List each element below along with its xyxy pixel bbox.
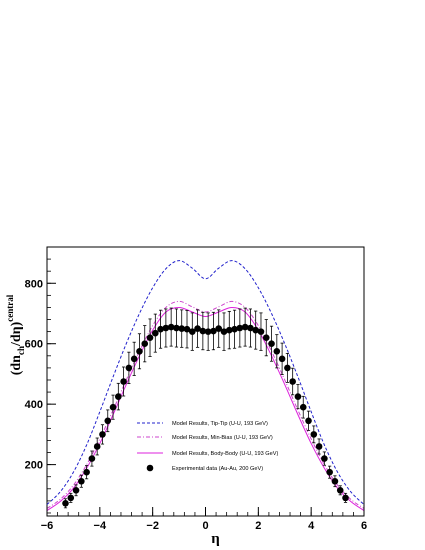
data-point [326, 468, 333, 476]
series-layer [46, 260, 365, 511]
data-point [210, 327, 217, 335]
data-point [194, 325, 201, 332]
data-point [268, 340, 275, 348]
x-tick-label: 0 [202, 520, 208, 532]
data-point [241, 323, 249, 331]
x-tick-label: 6 [361, 520, 367, 532]
x-tick-label: −6 [41, 520, 54, 532]
data-point [188, 328, 196, 335]
data-point [157, 325, 164, 333]
x-tick-label: −2 [146, 520, 159, 532]
data-point [78, 477, 85, 485]
series-line [46, 260, 365, 505]
data-point [199, 327, 207, 335]
data-point [220, 328, 228, 335]
data-point [336, 487, 344, 494]
data-point [247, 324, 254, 332]
data-point [136, 347, 143, 355]
data-point [125, 364, 133, 372]
data-point [278, 355, 286, 363]
data-point [62, 500, 69, 507]
data-point [273, 347, 281, 355]
data-point [104, 417, 112, 425]
data-point [294, 393, 302, 400]
data-point [173, 324, 180, 332]
data-point [284, 364, 291, 372]
y-tick-label: 600 [25, 339, 43, 351]
data-point [109, 403, 117, 411]
data-point [305, 417, 312, 425]
data-point [130, 355, 138, 363]
data-point [204, 328, 212, 335]
data-point [299, 403, 307, 411]
data-point [183, 325, 191, 333]
legend-label: Model Results, Min-Bias (U-U, 193 GeV) [172, 435, 273, 441]
y-tick-label: 400 [25, 399, 43, 411]
data-point [115, 393, 122, 400]
data-point [289, 378, 296, 385]
data-point [257, 328, 265, 335]
data-point [167, 323, 175, 331]
series-line [46, 306, 365, 511]
axes-layer: −6 −4 −2 0 2 4 6 200 400 600 800 [25, 246, 367, 532]
x-tick-label: 4 [308, 520, 315, 532]
legend-label: Experimental data (Au-Au, 200 GeV) [172, 466, 263, 472]
data-point [99, 431, 106, 438]
data-point [152, 329, 159, 337]
x-tick-label: 2 [255, 520, 261, 532]
y-tick-label: 200 [25, 460, 43, 472]
data-point [72, 487, 80, 494]
legend-label: Model Results, Body-Body (U-U, 193 GeV) [172, 451, 278, 457]
legend-marker [146, 464, 154, 472]
data-point [162, 324, 170, 332]
y-axis-title: (dnch/dη)central [5, 294, 26, 375]
series-line [46, 300, 365, 509]
data-point [231, 325, 238, 333]
data-point [331, 477, 339, 485]
y-tick-label: 800 [25, 278, 43, 290]
plot-frame [46, 246, 365, 517]
data-point [236, 324, 244, 332]
data-point [88, 455, 96, 462]
data-point [342, 494, 349, 502]
data-point [315, 443, 323, 450]
x-axis-title: η [211, 531, 220, 547]
legend: Model Results, Tip-Tip (U-U, 193 GeV) Mod… [137, 421, 278, 472]
data-point [225, 326, 233, 334]
data-point [146, 334, 154, 341]
data-point [310, 431, 318, 438]
data-point [262, 334, 270, 341]
data-point [120, 378, 127, 385]
data-point [178, 325, 186, 332]
legend-label: Model Results, Tip-Tip (U-U, 193 GeV) [172, 421, 268, 427]
data-point [321, 455, 328, 462]
data-point [83, 468, 90, 476]
data-point [67, 494, 75, 502]
data-point [215, 325, 223, 332]
x-tick-label: −4 [94, 520, 107, 532]
data-point [93, 443, 101, 450]
data-point [252, 326, 259, 334]
data-point [141, 340, 149, 348]
